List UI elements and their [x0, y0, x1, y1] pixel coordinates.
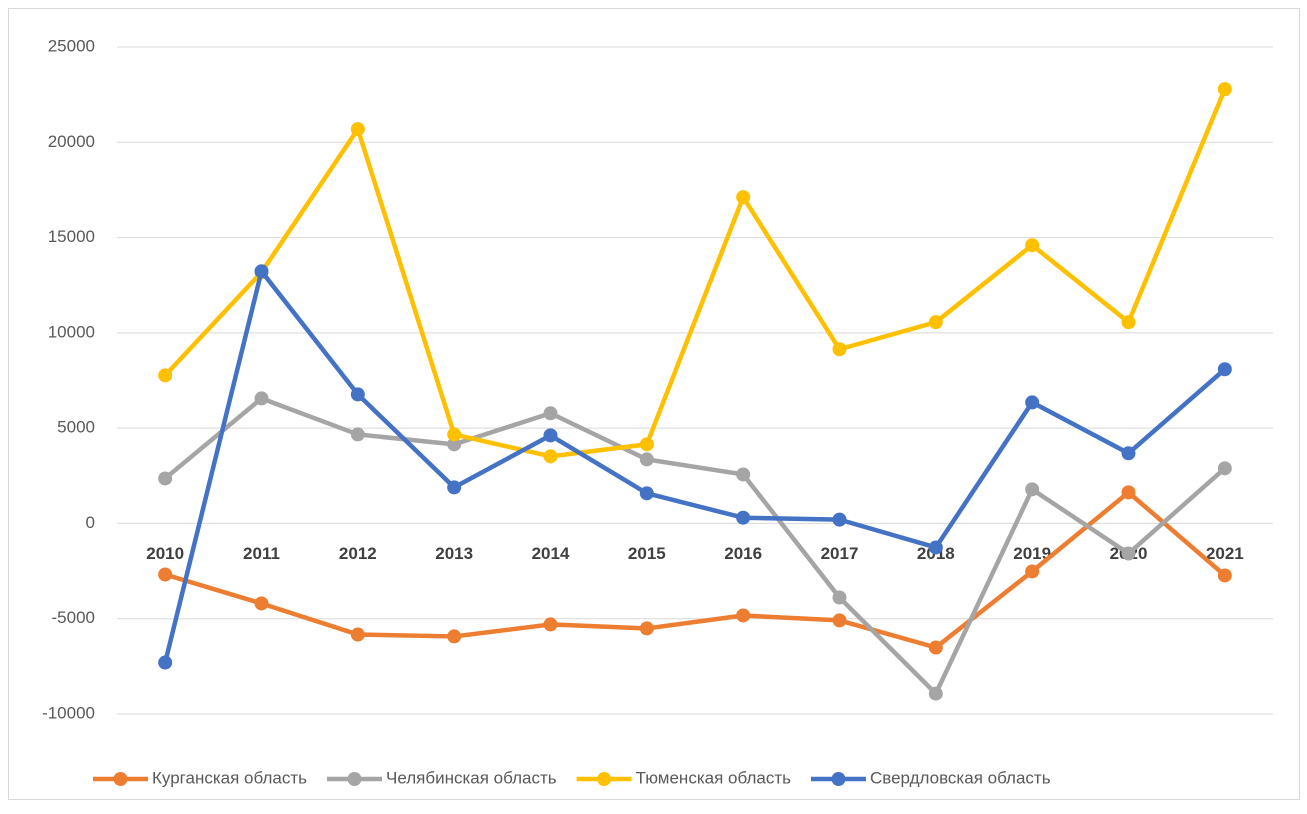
- x-tick-label: 2012: [339, 544, 377, 563]
- data-point: [543, 428, 558, 443]
- y-tick-label: 10000: [48, 322, 95, 341]
- legend-label: Свердловская область: [870, 768, 1051, 787]
- data-point: [1025, 395, 1040, 410]
- data-point: [736, 467, 751, 482]
- data-point: [1217, 362, 1232, 377]
- data-point: [158, 567, 173, 582]
- data-point: [639, 452, 654, 467]
- legend-marker: [597, 772, 612, 786]
- data-point: [1025, 238, 1040, 253]
- y-tick-label: 15000: [48, 227, 95, 246]
- series-line: [164, 490, 1227, 650]
- y-tick-label: -10000: [42, 703, 95, 722]
- data-point: [447, 427, 462, 442]
- data-point: [639, 621, 654, 636]
- data-point: [254, 391, 269, 406]
- data-point: [254, 596, 269, 611]
- data-point: [1121, 315, 1136, 330]
- data-point: [832, 342, 847, 357]
- x-tick-label: 2017: [821, 544, 859, 563]
- y-tick-label: -5000: [52, 608, 95, 627]
- data-point: [350, 627, 365, 642]
- data-point: [350, 387, 365, 402]
- data-point: [1025, 564, 1040, 579]
- chart-frame: [8, 8, 1300, 800]
- y-tick-label: 5000: [57, 418, 95, 437]
- data-point: [928, 686, 943, 701]
- data-point: [1217, 461, 1232, 476]
- data-point: [1121, 446, 1136, 461]
- data-point: [350, 122, 365, 137]
- data-point: [832, 590, 847, 605]
- data-point: [832, 512, 847, 527]
- y-tick-label: 20000: [48, 132, 95, 151]
- data-point: [543, 449, 558, 464]
- data-point: [158, 471, 173, 486]
- data-point: [1025, 482, 1040, 497]
- data-point: [639, 437, 654, 452]
- data-point: [639, 486, 654, 501]
- data-point: [1217, 568, 1232, 583]
- data-point: [1121, 546, 1136, 561]
- data-point: [736, 510, 751, 525]
- y-tick-label: 25000: [48, 36, 95, 55]
- data-point: [928, 315, 943, 330]
- data-point: [543, 406, 558, 421]
- legend-label: Челябинская область: [386, 768, 557, 787]
- data-point: [350, 427, 365, 442]
- series-line: [163, 88, 1227, 459]
- data-point: [736, 608, 751, 623]
- data-point: [158, 655, 173, 670]
- data-point: [928, 540, 943, 555]
- series-line: [162, 269, 1227, 664]
- series-line: [163, 396, 1227, 696]
- legend-marker: [113, 772, 128, 786]
- data-point: [447, 629, 462, 644]
- x-tick-label: 2021: [1206, 544, 1244, 563]
- data-point: [158, 368, 173, 383]
- data-point: [1121, 485, 1136, 500]
- legend-marker: [347, 772, 362, 786]
- x-tick-label: 2013: [435, 544, 473, 563]
- x-tick-label: 2010: [146, 544, 184, 563]
- data-point: [447, 480, 462, 495]
- x-tick-label: 2015: [628, 544, 666, 563]
- x-tick-label: 2016: [724, 544, 762, 563]
- data-point: [736, 190, 751, 205]
- data-point: [1217, 82, 1232, 97]
- x-tick-label: 2014: [532, 544, 570, 563]
- x-tick-label: 2019: [1013, 544, 1051, 563]
- data-point: [447, 437, 462, 452]
- data-point: [928, 640, 943, 655]
- x-tick-label: 2011: [243, 544, 280, 563]
- data-point: [832, 613, 847, 628]
- y-tick-label: 0: [86, 513, 95, 532]
- data-point: [543, 617, 558, 632]
- legend-label: Курганская область: [152, 768, 307, 787]
- data-point: [254, 264, 269, 279]
- legend-label: Тюменская область: [636, 768, 792, 787]
- legend-marker: [831, 772, 846, 786]
